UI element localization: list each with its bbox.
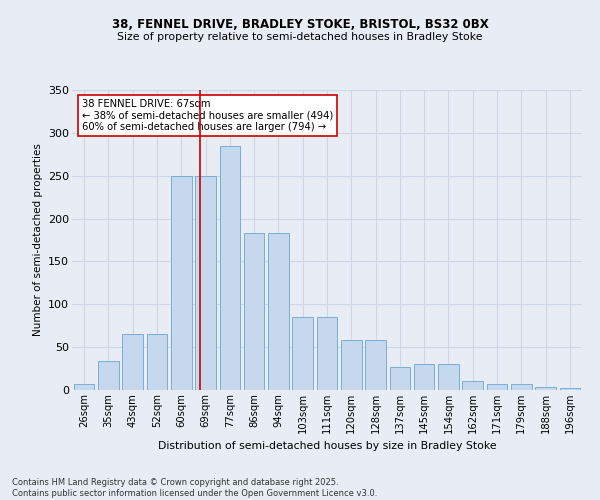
Bar	[414, 364, 434, 390]
Bar	[389, 367, 410, 390]
Bar	[560, 388, 580, 390]
Bar	[438, 364, 459, 390]
Text: 38, FENNEL DRIVE, BRADLEY STOKE, BRISTOL, BS32 0BX: 38, FENNEL DRIVE, BRADLEY STOKE, BRISTOL…	[112, 18, 488, 30]
Text: 38 FENNEL DRIVE: 67sqm
← 38% of semi-detached houses are smaller (494)
60% of se: 38 FENNEL DRIVE: 67sqm ← 38% of semi-det…	[82, 99, 334, 132]
Bar	[122, 334, 143, 390]
Bar	[535, 386, 556, 390]
Bar	[195, 176, 216, 390]
Bar	[146, 334, 167, 390]
Y-axis label: Number of semi-detached properties: Number of semi-detached properties	[32, 144, 43, 336]
Bar	[292, 317, 313, 390]
Bar	[171, 176, 191, 390]
Bar	[487, 384, 508, 390]
Bar	[98, 361, 119, 390]
Bar	[268, 233, 289, 390]
Bar	[463, 380, 483, 390]
Text: Contains HM Land Registry data © Crown copyright and database right 2025.
Contai: Contains HM Land Registry data © Crown c…	[12, 478, 377, 498]
X-axis label: Distribution of semi-detached houses by size in Bradley Stoke: Distribution of semi-detached houses by …	[158, 442, 496, 452]
Bar	[511, 384, 532, 390]
Bar	[220, 146, 240, 390]
Bar	[317, 317, 337, 390]
Bar	[365, 340, 386, 390]
Bar	[244, 233, 265, 390]
Bar	[74, 384, 94, 390]
Bar	[341, 340, 362, 390]
Text: Size of property relative to semi-detached houses in Bradley Stoke: Size of property relative to semi-detach…	[117, 32, 483, 42]
